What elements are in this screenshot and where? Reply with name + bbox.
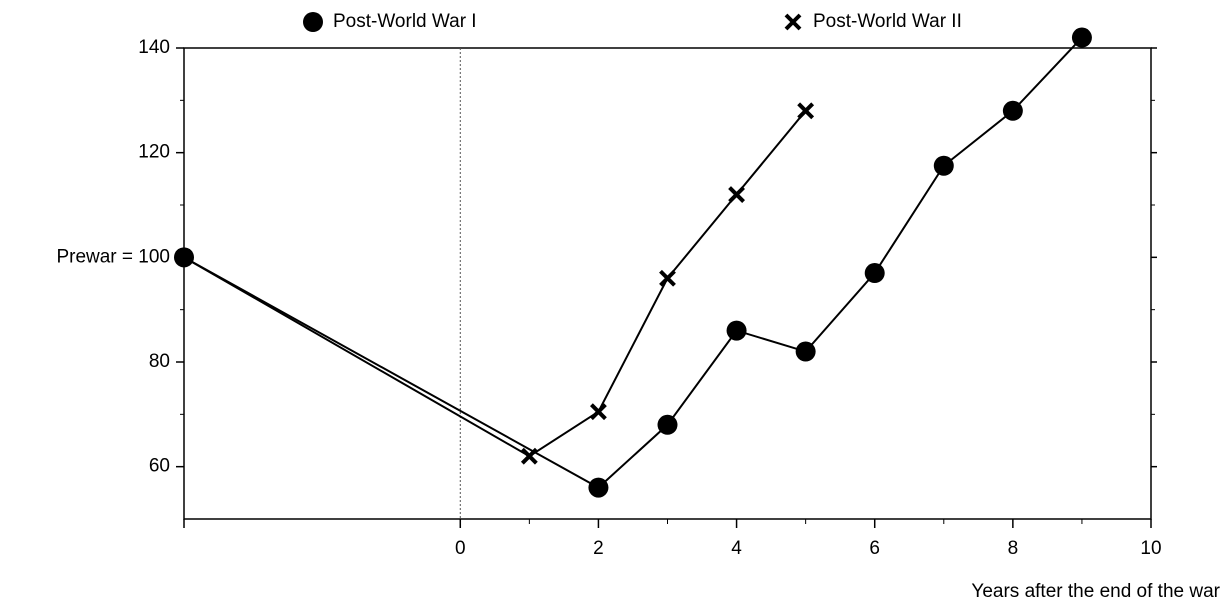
x-tick-label: 6 — [869, 538, 880, 559]
data-point — [864, 263, 885, 284]
y-tick-label: Prewar = 100 — [56, 246, 170, 267]
y-tick-label: 60 — [149, 456, 170, 477]
x-tick-label: 10 — [1140, 538, 1161, 559]
data-point — [175, 248, 193, 266]
data-point — [933, 155, 954, 176]
y-tick-label: 140 — [138, 37, 170, 58]
data-point — [726, 320, 747, 341]
data-point — [659, 269, 676, 287]
x-axis-label: Years after the end of the war — [971, 581, 1220, 602]
x-tick-label: 8 — [1008, 538, 1019, 559]
legend-marker — [784, 13, 802, 31]
data-point — [520, 447, 538, 465]
data-point — [590, 403, 607, 421]
series-line — [183, 110, 807, 458]
legend-label: Post-World War I — [333, 11, 477, 32]
y-tick-label: 120 — [138, 142, 170, 163]
legend-marker — [303, 12, 323, 32]
data-point — [1071, 27, 1092, 48]
legend-label: Post-World War II — [813, 11, 962, 32]
data-point — [728, 186, 745, 203]
x-tick-label: 4 — [731, 538, 742, 559]
plot-frame — [183, 47, 1152, 520]
y-tick-label: 80 — [149, 351, 170, 372]
data-point — [657, 414, 678, 435]
x-tick-label: 2 — [593, 538, 604, 559]
data-point — [1002, 100, 1023, 121]
x-tick-label: 0 — [455, 538, 466, 559]
series-line — [183, 36, 1083, 489]
data-point — [797, 102, 815, 120]
data-point — [795, 341, 816, 362]
data-point — [588, 477, 609, 498]
